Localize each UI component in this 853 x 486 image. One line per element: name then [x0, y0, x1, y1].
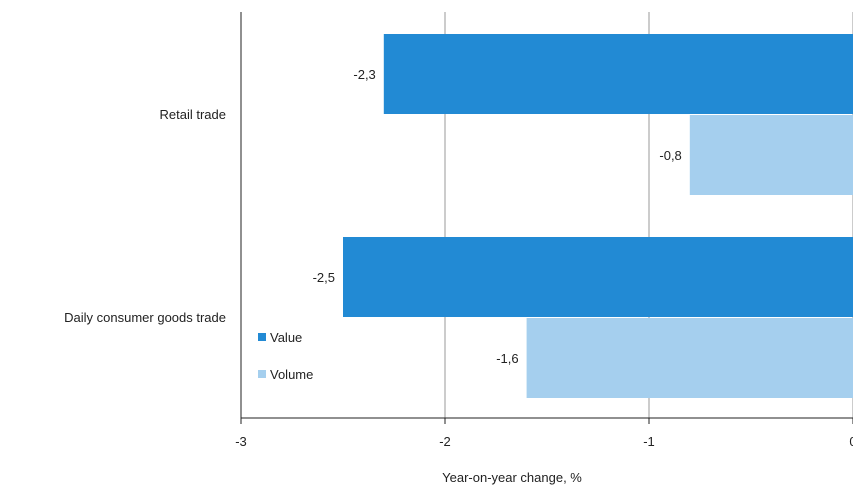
bars: [343, 34, 853, 398]
bar-value: [343, 237, 853, 317]
bar-value: [384, 34, 853, 114]
legend: Value Volume: [258, 330, 313, 382]
data-label: -1,6: [496, 351, 518, 366]
legend-label-value: Value: [270, 330, 302, 345]
data-label: -2,5: [313, 270, 335, 285]
x-tick-label: -3: [235, 434, 247, 449]
bar-volume: [690, 115, 853, 195]
category-label: Retail trade: [160, 107, 226, 122]
legend-label-volume: Volume: [270, 367, 313, 382]
x-axis-ticks: -3 -2 -1 0: [235, 418, 853, 449]
legend-swatch-value: [258, 333, 266, 341]
category-label: Daily consumer goods trade: [64, 310, 226, 325]
x-axis-title: Year-on-year change, %: [442, 470, 582, 485]
bar-volume: [527, 318, 853, 398]
data-label: -2,3: [353, 67, 375, 82]
data-label: -0,8: [659, 148, 681, 163]
x-tick-label: -2: [439, 434, 451, 449]
category-labels: Retail trade Daily consumer goods trade: [64, 107, 226, 325]
x-tick-label: -1: [643, 434, 655, 449]
x-tick-label: 0: [849, 434, 853, 449]
legend-swatch-volume: [258, 370, 266, 378]
